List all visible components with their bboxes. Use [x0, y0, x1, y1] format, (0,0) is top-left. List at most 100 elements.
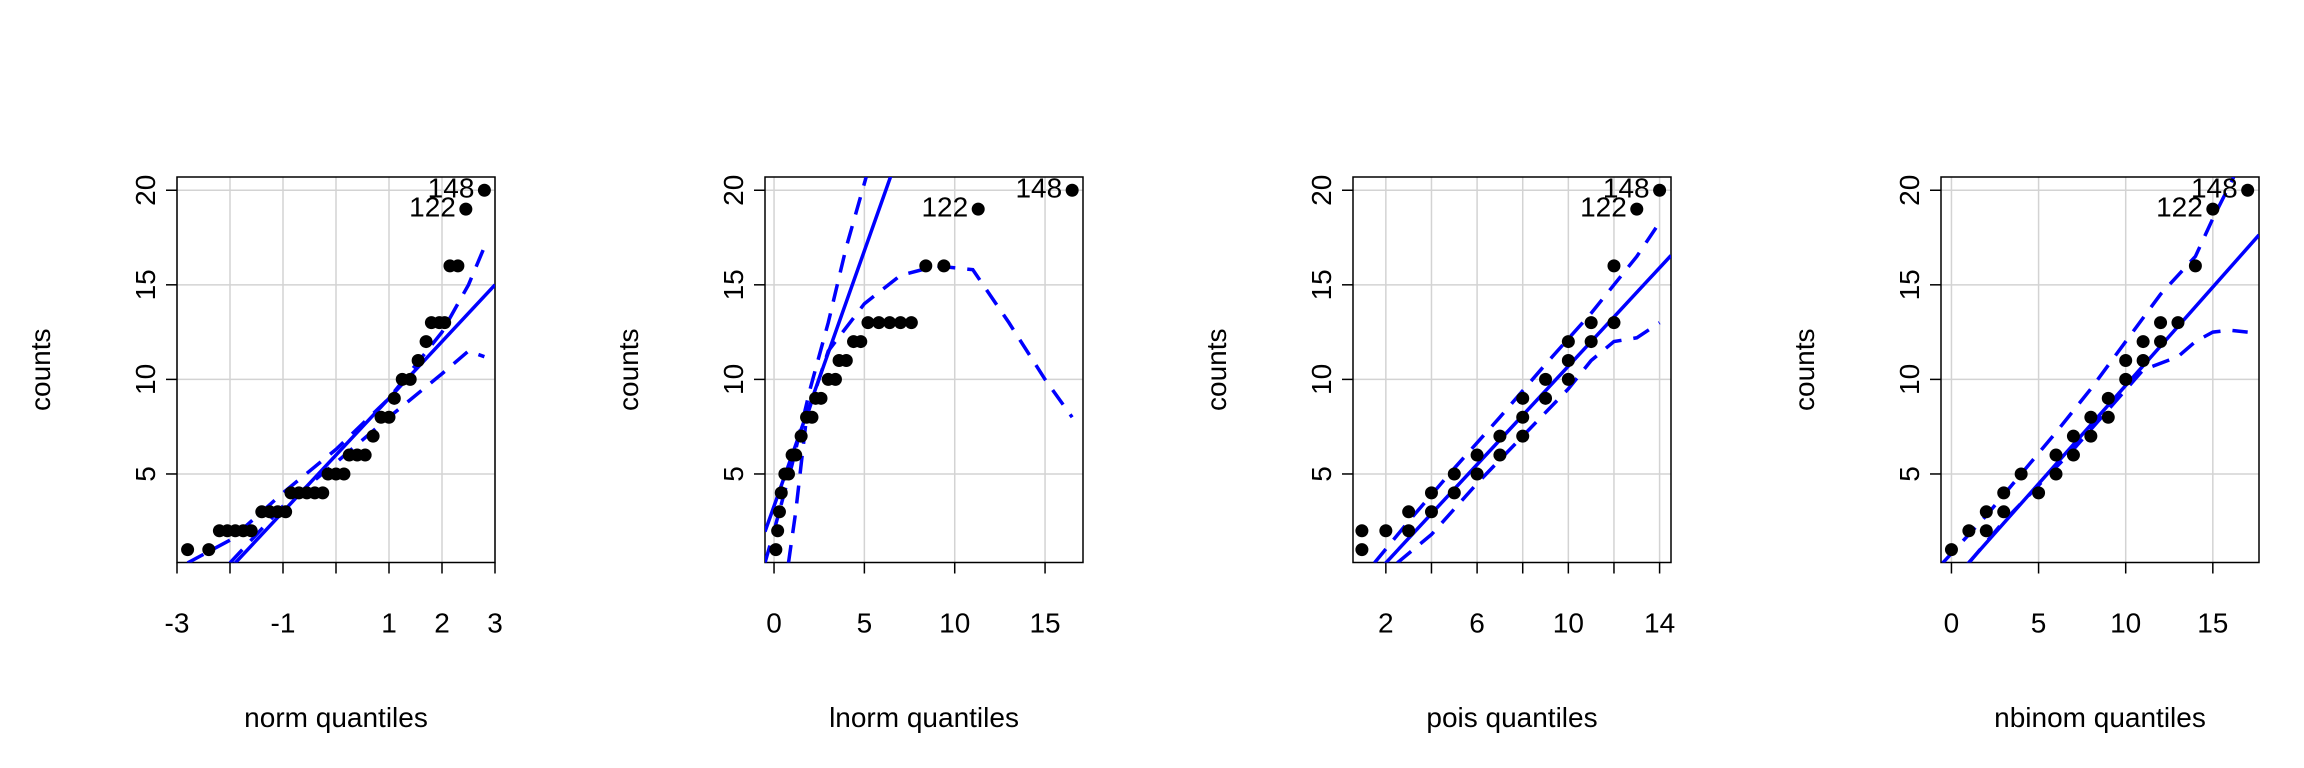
data-point: [1424, 505, 1438, 519]
y-tick-label: 5: [130, 466, 161, 482]
data-point: [2241, 183, 2255, 197]
data-point: [937, 259, 951, 273]
data-point: [1470, 448, 1484, 462]
x-tick-label: 3: [487, 608, 503, 639]
data-point: [769, 543, 783, 557]
x-tick-label: 15: [2197, 608, 2228, 639]
data-point: [2136, 335, 2150, 349]
data-point: [854, 335, 868, 349]
x-tick-label: 5: [2031, 608, 2047, 639]
y-tick-label: 20: [1306, 175, 1337, 206]
data-point: [1493, 429, 1507, 443]
x-tick-label: 1: [381, 608, 397, 639]
data-point: [2049, 467, 2063, 481]
data-point: [1424, 486, 1438, 500]
fit-line: [233, 283, 495, 563]
y-tick-label: 15: [1306, 269, 1337, 300]
confidence-envelope: [1967, 328, 2248, 563]
data-point: [1065, 183, 1079, 197]
data-point: [1402, 524, 1416, 538]
data-point: [2066, 448, 2080, 462]
data-point: [2119, 353, 2133, 367]
data-point: [904, 316, 918, 330]
data-point: [477, 183, 491, 197]
y-tick-label: 15: [1894, 269, 1925, 300]
data-point: [1539, 391, 1553, 405]
data-point: [2206, 202, 2220, 216]
data-point: [839, 353, 853, 367]
point-label: 122: [2156, 192, 2203, 223]
data-point: [2032, 486, 2046, 500]
y-tick-label: 5: [718, 466, 749, 482]
x-axis-label: norm quantiles: [244, 702, 428, 733]
point-label: 148: [1603, 173, 1650, 204]
x-axis-label: lnorm quantiles: [829, 702, 1019, 733]
y-tick-label: 15: [130, 269, 161, 300]
y-axis-label: counts: [25, 329, 56, 412]
data-point: [861, 316, 875, 330]
confidence-envelope: [1941, 177, 2236, 563]
x-tick-label: 15: [1029, 608, 1060, 639]
x-tick-label: 10: [1553, 608, 1584, 639]
data-point: [971, 202, 985, 216]
y-tick-label: 20: [1894, 175, 1925, 206]
point-label: 122: [1580, 192, 1627, 223]
data-point: [1355, 524, 1369, 538]
y-tick-label: 10: [1306, 364, 1337, 395]
data-point: [2014, 467, 2028, 481]
x-axis-label: nbinom quantiles: [1994, 702, 2206, 733]
data-point: [181, 543, 195, 557]
data-point: [202, 543, 216, 557]
y-tick-label: 5: [1894, 466, 1925, 482]
data-point: [1997, 505, 2011, 519]
data-point: [459, 202, 473, 216]
data-point: [2188, 259, 2202, 273]
y-tick-label: 10: [1894, 364, 1925, 395]
x-tick-label: 14: [1644, 608, 1675, 639]
plot-frame: [764, 176, 1084, 564]
data-point: [1379, 524, 1393, 538]
point-label: 148: [2191, 173, 2238, 204]
data-point: [438, 316, 452, 330]
data-point: [781, 467, 795, 481]
data-point: [894, 316, 908, 330]
x-tick-label: -3: [165, 608, 190, 639]
data-point: [2084, 429, 2098, 443]
data-point: [1653, 183, 1667, 197]
data-point: [1355, 543, 1369, 557]
plot-frame: [176, 176, 496, 564]
plot-area: [765, 177, 1074, 563]
data-point: [919, 259, 933, 273]
data-point: [1447, 467, 1461, 481]
point-label: 122: [409, 192, 456, 223]
data-point: [1607, 259, 1621, 273]
data-point: [387, 391, 401, 405]
data-point: [1997, 486, 2011, 500]
data-point: [1402, 505, 1416, 519]
y-tick-label: 15: [718, 269, 749, 300]
y-tick-label: 20: [718, 175, 749, 206]
y-axis-label: counts: [1201, 329, 1232, 412]
data-point: [1561, 353, 1575, 367]
y-tick-label: 10: [130, 364, 161, 395]
point-label: 148: [1015, 173, 1062, 204]
y-tick-label: 5: [1306, 466, 1337, 482]
data-point: [1493, 448, 1507, 462]
data-point: [279, 505, 293, 519]
data-point: [794, 429, 808, 443]
data-point: [805, 410, 819, 424]
data-point: [1561, 372, 1575, 386]
data-point: [828, 372, 842, 386]
data-point: [316, 486, 330, 500]
data-point: [358, 448, 372, 462]
point-label: 122: [921, 192, 968, 223]
data-point: [1979, 524, 1993, 538]
x-tick-label: -1: [271, 608, 296, 639]
data-point: [1584, 316, 1598, 330]
data-point: [2136, 353, 2150, 367]
data-point: [2084, 410, 2098, 424]
data-point: [814, 391, 828, 405]
data-point: [789, 448, 803, 462]
